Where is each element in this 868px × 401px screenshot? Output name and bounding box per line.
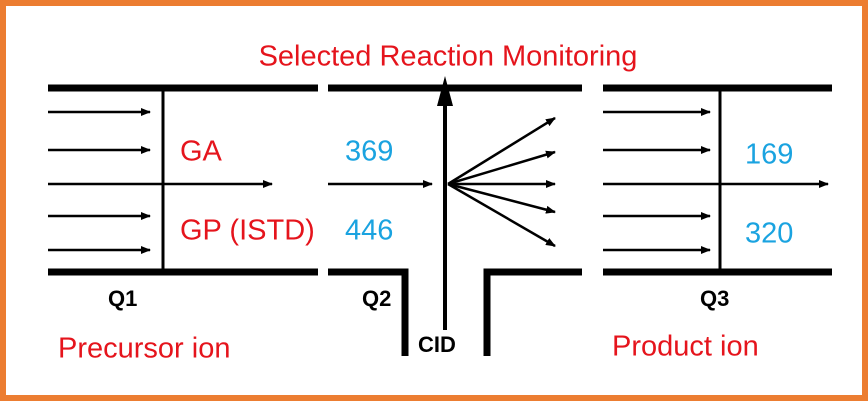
q2 xyxy=(328,76,582,356)
stage-caption: Product ion xyxy=(612,331,759,363)
precursor-mz: 369 xyxy=(345,136,393,168)
stage-label: Q1 xyxy=(108,286,137,311)
stage-label: Q3 xyxy=(700,286,729,311)
precursor-mz: 446 xyxy=(345,215,393,247)
stage-caption: Precursor ion xyxy=(58,333,230,365)
title: Selected Reaction Monitoring xyxy=(259,41,638,73)
stage-label: Q2 xyxy=(362,286,391,311)
q1 xyxy=(48,84,318,276)
compound-name: GP (ISTD) xyxy=(180,215,315,247)
product-mz: 320 xyxy=(745,218,793,250)
q3 xyxy=(603,84,832,276)
product-mz: 169 xyxy=(745,139,793,171)
cid-label: CID xyxy=(418,332,456,357)
compound-name: GA xyxy=(180,136,223,168)
